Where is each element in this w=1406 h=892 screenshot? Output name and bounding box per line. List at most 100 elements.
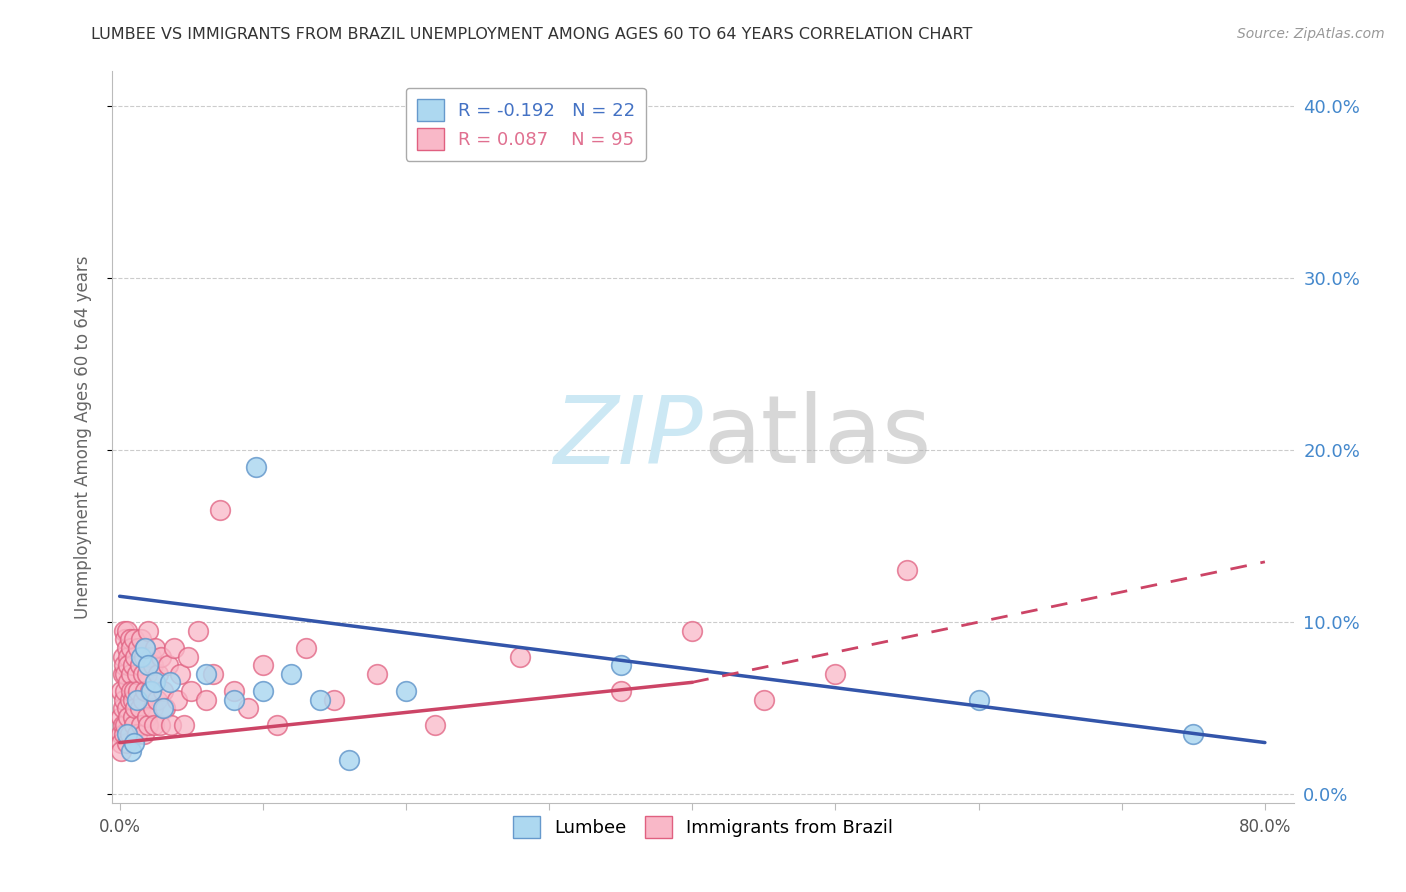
Point bbox=[149, 718, 172, 732]
Text: atlas: atlas bbox=[703, 391, 931, 483]
Point bbox=[121, 658, 143, 673]
Point bbox=[169, 666, 191, 681]
Point bbox=[280, 666, 302, 681]
Point bbox=[194, 666, 217, 681]
Point bbox=[134, 640, 156, 655]
Point bbox=[395, 684, 418, 698]
Point bbox=[152, 684, 174, 698]
Point bbox=[194, 692, 217, 706]
Point bbox=[146, 692, 169, 706]
Point bbox=[135, 710, 157, 724]
Point bbox=[323, 692, 346, 706]
Point bbox=[139, 684, 162, 698]
Point bbox=[110, 744, 132, 758]
Point bbox=[136, 718, 159, 732]
Point bbox=[125, 666, 148, 681]
Point bbox=[121, 710, 143, 724]
Point bbox=[134, 640, 156, 655]
Point bbox=[110, 735, 132, 749]
Point bbox=[967, 692, 990, 706]
Text: 80.0%: 80.0% bbox=[1239, 818, 1291, 836]
Point bbox=[135, 666, 157, 681]
Point bbox=[124, 649, 146, 664]
Point bbox=[129, 632, 152, 647]
Point bbox=[134, 684, 156, 698]
Point bbox=[142, 701, 165, 715]
Point bbox=[157, 658, 180, 673]
Point bbox=[111, 701, 134, 715]
Point bbox=[159, 675, 181, 690]
Point bbox=[337, 753, 360, 767]
Point bbox=[752, 692, 775, 706]
Point bbox=[122, 718, 145, 732]
Point bbox=[681, 624, 703, 638]
Point bbox=[509, 649, 531, 664]
Point bbox=[150, 649, 173, 664]
Point bbox=[201, 666, 224, 681]
Y-axis label: Unemployment Among Ages 60 to 64 years: Unemployment Among Ages 60 to 64 years bbox=[73, 255, 91, 619]
Point bbox=[118, 692, 141, 706]
Point bbox=[115, 735, 138, 749]
Point bbox=[266, 718, 288, 732]
Point bbox=[166, 692, 188, 706]
Point bbox=[309, 692, 332, 706]
Point bbox=[117, 710, 139, 724]
Point bbox=[180, 684, 202, 698]
Point bbox=[129, 718, 152, 732]
Point bbox=[117, 649, 139, 664]
Point bbox=[114, 684, 136, 698]
Point bbox=[115, 727, 138, 741]
Point bbox=[110, 710, 132, 724]
Point bbox=[120, 744, 142, 758]
Point bbox=[132, 649, 155, 664]
Point bbox=[121, 692, 143, 706]
Point bbox=[112, 624, 135, 638]
Point bbox=[114, 718, 136, 732]
Point bbox=[124, 701, 146, 715]
Point bbox=[131, 692, 153, 706]
Point bbox=[120, 684, 142, 698]
Point bbox=[139, 649, 162, 664]
Point bbox=[115, 624, 138, 638]
Point bbox=[112, 692, 135, 706]
Point bbox=[114, 666, 136, 681]
Point bbox=[128, 658, 150, 673]
Point bbox=[125, 727, 148, 741]
Point bbox=[252, 658, 274, 673]
Point bbox=[127, 684, 149, 698]
Point bbox=[131, 666, 153, 681]
Point bbox=[252, 684, 274, 698]
Point bbox=[145, 640, 167, 655]
Point bbox=[125, 692, 148, 706]
Point bbox=[138, 684, 160, 698]
Point bbox=[163, 640, 186, 655]
Point bbox=[112, 727, 135, 741]
Point bbox=[245, 460, 267, 475]
Point bbox=[120, 640, 142, 655]
Point bbox=[127, 640, 149, 655]
Point bbox=[423, 718, 446, 732]
Legend: Lumbee, Immigrants from Brazil: Lumbee, Immigrants from Brazil bbox=[506, 808, 900, 845]
Point bbox=[118, 727, 141, 741]
Point bbox=[824, 666, 846, 681]
Point bbox=[122, 684, 145, 698]
Text: Source: ZipAtlas.com: Source: ZipAtlas.com bbox=[1237, 27, 1385, 41]
Point bbox=[208, 503, 231, 517]
Point bbox=[145, 675, 167, 690]
Point bbox=[111, 718, 134, 732]
Point bbox=[294, 640, 316, 655]
Point bbox=[224, 684, 246, 698]
Point bbox=[111, 666, 134, 681]
Point bbox=[609, 684, 631, 698]
Point bbox=[112, 658, 135, 673]
Point bbox=[114, 632, 136, 647]
Point bbox=[122, 735, 145, 749]
Point bbox=[155, 701, 177, 715]
Point bbox=[110, 684, 132, 698]
Point bbox=[160, 718, 183, 732]
Point bbox=[117, 658, 139, 673]
Text: LUMBEE VS IMMIGRANTS FROM BRAZIL UNEMPLOYMENT AMONG AGES 60 TO 64 YEARS CORRELAT: LUMBEE VS IMMIGRANTS FROM BRAZIL UNEMPLO… bbox=[91, 27, 973, 42]
Point bbox=[136, 624, 159, 638]
Point bbox=[1182, 727, 1205, 741]
Point bbox=[152, 701, 174, 715]
